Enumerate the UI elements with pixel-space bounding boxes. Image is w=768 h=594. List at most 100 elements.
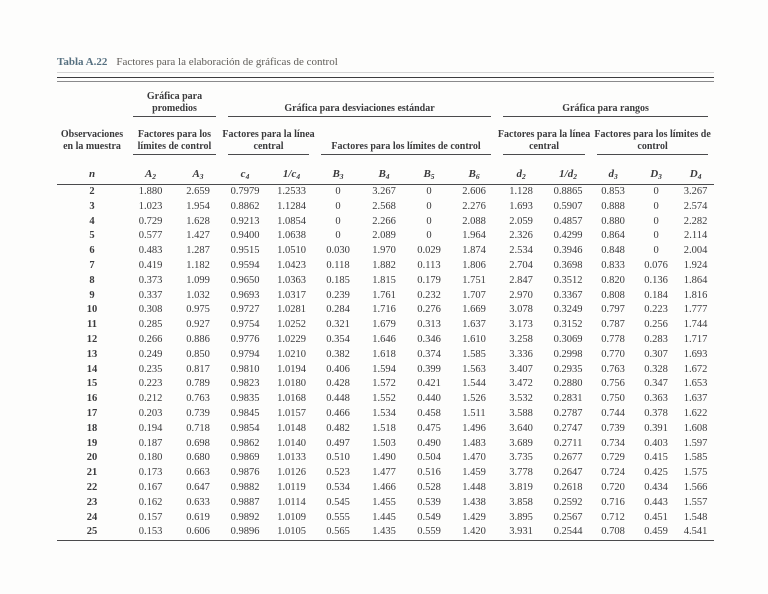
- table-cell: 0.313: [417, 319, 441, 331]
- table-cell: 1.0180: [277, 378, 306, 390]
- table-row: 5 0.577 1.427 0.9400 1.0638 0 2.089 0 1.964 2.326…: [57, 229, 714, 244]
- table-cell: 0.378: [644, 407, 668, 419]
- table-cell: 0.712: [601, 511, 625, 523]
- table-cell: 0.539: [417, 496, 441, 508]
- table-cell: 1.503: [372, 437, 396, 449]
- table-cell: 0.820: [601, 274, 625, 286]
- table-cell: 0.9754: [230, 319, 260, 331]
- table-cell: 0.2747: [553, 422, 583, 434]
- table-cell: 0.880: [601, 215, 625, 227]
- table-row: 17 0.203 0.739 0.9845 1.0157 0.466 1.534 0.458 1…: [57, 407, 714, 422]
- table-row: 18 0.194 0.718 0.9854 1.0148 0.482 1.518 0.475 1…: [57, 422, 714, 437]
- table-cell: 6: [89, 245, 95, 257]
- table-cell: 2.266: [372, 215, 396, 227]
- symbol-row: n A2 A3 c4 1/c4 B3 B4 B5 B6 d2 1/d2 d3 D3 D4: [57, 155, 715, 185]
- table-cell: 1.496: [462, 422, 486, 434]
- table-cell: 0.419: [138, 259, 163, 271]
- table-cell: 0.153: [127, 525, 174, 542]
- table-cell: 0.3249: [553, 304, 583, 316]
- table-cell: 2.704: [509, 259, 533, 271]
- table-cell: 21: [86, 467, 98, 479]
- table-cell: 0.415: [644, 452, 668, 464]
- table-cell: 0.157: [138, 511, 163, 523]
- table-cell: 0.308: [138, 304, 163, 316]
- table-cell: 4.541: [677, 525, 715, 542]
- table-cell: 2.089: [372, 230, 396, 242]
- table-cell: 1.099: [186, 274, 210, 286]
- table-cell: 1.608: [683, 422, 708, 434]
- table-cell: 0.276: [417, 304, 441, 316]
- table-row: 23 0.162 0.633 0.9887 1.0114 0.545 1.455 0.539 1…: [57, 496, 714, 511]
- table-row: 13 0.249 0.850 0.9794 1.0210 0.382 1.618 0.374 1…: [57, 348, 714, 363]
- table-cell: 1.548: [683, 511, 708, 523]
- table-cell: 1.0140: [277, 437, 306, 449]
- symbol-column-header: B4: [361, 155, 407, 185]
- table-cell: 1.672: [683, 363, 708, 375]
- table-body: 2 1.880 2.659 0.7979 1.2533 0 3.267 0 2.606 1.128…: [57, 185, 715, 542]
- table-cell: 0.374: [417, 348, 441, 360]
- caption-underline: [57, 72, 714, 73]
- table-cell: 0.3367: [553, 289, 583, 301]
- table-cell: 1.880: [138, 186, 163, 197]
- table-cell: 0.817: [186, 363, 210, 375]
- table-cell: 0.516: [417, 467, 441, 479]
- table-cell: 2.088: [462, 215, 486, 227]
- table-cell: 0.763: [186, 393, 210, 405]
- table-cell: 1.646: [372, 333, 396, 345]
- table-cell: 1.744: [683, 319, 708, 331]
- table-cell: 0.7979: [230, 186, 260, 197]
- table-cell: 1.622: [683, 407, 708, 419]
- symbol-column-header: A3: [174, 155, 222, 185]
- subgroup-header-rangos-limites: Factores para los límites de control: [591, 117, 714, 155]
- table-cell: 0.848: [601, 245, 625, 257]
- table-cell: 0.9515: [230, 245, 260, 257]
- table-cell: 1.023: [138, 200, 163, 212]
- group-header-desviaciones: Gráfica para desviaciones estándar: [222, 83, 497, 117]
- table-cell: 0.739: [601, 422, 625, 434]
- table-cell: 1.628: [186, 215, 210, 227]
- table-cell: 0.223: [644, 304, 668, 316]
- table-cell: 1.610: [462, 333, 486, 345]
- table-cell: 1.679: [372, 319, 396, 331]
- table-row: 7 0.419 1.182 0.9594 1.0423 0.118 1.882 0.113 1.…: [57, 259, 714, 274]
- table-cell: 0.173: [138, 467, 163, 479]
- table-cell: 15: [86, 378, 98, 390]
- table-cell: 0.232: [417, 289, 441, 301]
- table-row: 25 0.153 0.606 0.9896 1.0105 0.565 1.435 0.559 1…: [57, 525, 715, 542]
- table-cell: 0.510: [326, 452, 350, 464]
- table-cell: 1.585: [683, 452, 708, 464]
- table-cell: 1.518: [372, 422, 396, 434]
- table-cell: 0.2567: [553, 511, 583, 523]
- table-cell: 0.223: [138, 378, 163, 390]
- table-cell: 1.490: [372, 452, 396, 464]
- table-cell: 3.689: [509, 437, 533, 449]
- table-cell: 0.528: [417, 481, 441, 493]
- table-cell: 1.0281: [277, 304, 306, 316]
- table-cell: 1.459: [462, 467, 486, 479]
- table-cell: 2.326: [509, 230, 533, 242]
- table-cell: 0.9854: [230, 422, 260, 434]
- table-cell: 0.744: [601, 407, 625, 419]
- table-cell: 0.2711: [553, 437, 583, 449]
- table-cell: 0.235: [138, 363, 163, 375]
- table-cell: 0.8862: [230, 200, 260, 212]
- table-cell: 2.282: [683, 215, 708, 227]
- table-cell: 1.0157: [277, 407, 306, 419]
- table-cell: 0.888: [601, 200, 625, 212]
- table-cell: 1.0148: [277, 422, 306, 434]
- table-cell: 0.113: [417, 259, 441, 271]
- table-cell: 0.734: [601, 437, 625, 449]
- table-cell: 0.458: [417, 407, 441, 419]
- table-row: 22 0.167 0.647 0.9882 1.0119 0.534 1.466 0.528 1…: [57, 481, 714, 496]
- table-cell: 0.2677: [553, 452, 583, 464]
- table-cell: 1.585: [462, 348, 486, 360]
- table-cell: 3.735: [509, 452, 533, 464]
- table-cell: 0.9823: [230, 378, 260, 390]
- table-cell: 1.716: [372, 304, 396, 316]
- table-cell: 1.429: [462, 511, 486, 523]
- table-cell: 0.249: [138, 348, 163, 360]
- table-cell: 0.619: [186, 511, 210, 523]
- table-cell: 0.167: [138, 481, 163, 493]
- table-cell: 1.0363: [277, 274, 306, 286]
- table-cell: 1.544: [462, 378, 486, 390]
